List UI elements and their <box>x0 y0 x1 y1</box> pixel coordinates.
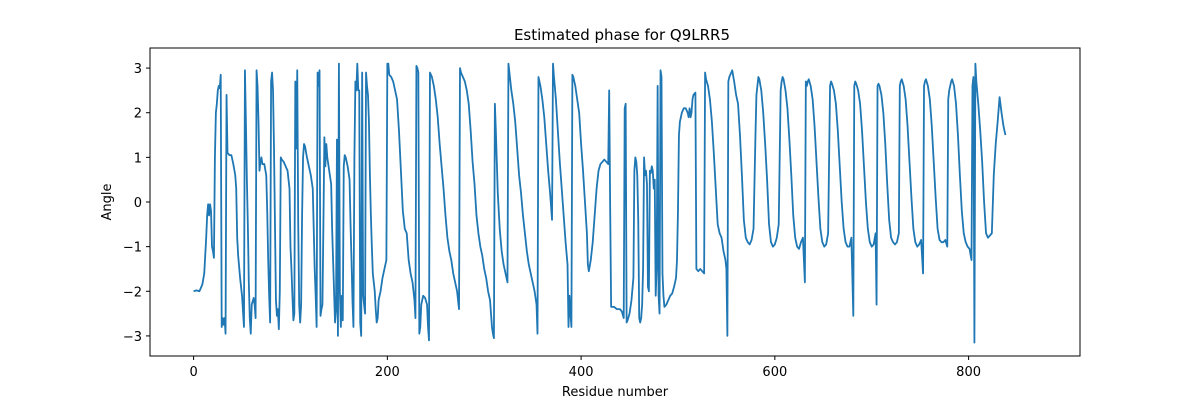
x-axis-label: Residue number <box>562 385 669 400</box>
y-tick-label: 0 <box>134 196 142 211</box>
x-tick-label: 0 <box>189 365 197 380</box>
plot-area <box>193 62 1007 344</box>
x-tick-label: 600 <box>762 365 787 380</box>
y-axis: −3 −2 −1 0 1 2 3 <box>123 62 150 345</box>
y-tick-label: −1 <box>123 241 142 256</box>
y-tick-label: 1 <box>134 151 142 166</box>
x-tick-label: 800 <box>956 365 981 380</box>
y-tick-label: −3 <box>123 330 142 345</box>
x-tick-label: 200 <box>375 365 400 380</box>
y-tick-label: 2 <box>134 107 142 122</box>
x-axis: 0 200 400 600 800 <box>189 356 981 380</box>
y-axis-label: Angle <box>100 184 115 221</box>
chart-title: Estimated phase for Q9LRR5 <box>514 26 730 44</box>
series-line-0 <box>193 62 1007 344</box>
y-tick-label: 3 <box>134 62 142 77</box>
x-tick-label: 400 <box>569 365 594 380</box>
y-tick-label: −2 <box>123 285 142 300</box>
